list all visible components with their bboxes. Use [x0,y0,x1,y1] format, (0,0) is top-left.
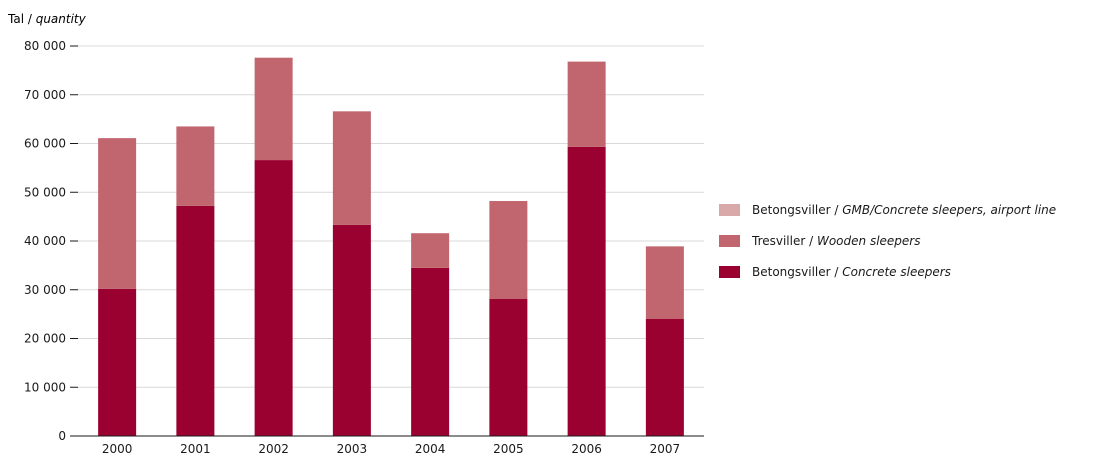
bar-segment [254,57,293,161]
y-tick-label: 40 000 [24,234,66,248]
bar-segment [489,201,528,300]
y-axis-title: Tal / quantity [7,12,87,26]
legend-swatch [719,235,740,247]
gridlines [78,45,704,388]
x-tick-label: 2002 [258,442,289,455]
y-tick-label: 50 000 [24,185,66,199]
bar-segment [567,146,606,436]
bar-segment [254,160,293,436]
y-tick-label: 30 000 [24,283,66,297]
y-tick-label: 60 000 [24,137,66,151]
bar-segment [176,126,215,206]
y-axis-ticks: 0 10 000 20 000 30 000 40 000 50 000 60 000 70 … [24,39,78,443]
x-tick-label: 2007 [650,442,681,455]
x-tick-label: 2006 [571,442,602,455]
y-tick-label: 0 [58,429,66,443]
x-tick-label: 2000 [102,442,133,455]
legend-label: Betongsviller / Concrete sleepers [752,265,951,279]
x-axis-ticks: 2000 2001 2002 2003 2004 2005 2006 2007 [102,442,680,455]
bar-segment [332,224,371,436]
legend-label: Tresviller / Wooden sleepers [751,234,920,248]
legend-label: Betongsviller / GMB/Concrete sleepers, a… [752,203,1056,217]
bar-segment [332,111,371,225]
bar-segment [411,267,450,436]
bar-segment [489,299,528,436]
y-tick-label: 10 000 [24,380,66,394]
y-tick-label: 80 000 [24,39,66,53]
bar-segment [645,319,684,436]
x-tick-label: 2003 [337,442,368,455]
bar-segment [176,205,215,436]
bar-segment [567,61,606,147]
x-tick-label: 2005 [493,442,524,455]
bar-segment [98,288,137,436]
x-tick-label: 2001 [180,442,211,455]
bar-segment [645,246,684,319]
x-tick-label: 2004 [415,442,446,455]
y-tick-label: 70 000 [24,88,66,102]
legend-swatch [719,266,740,278]
bar-segment [411,233,450,268]
legend-swatch [719,204,740,216]
bars [98,57,684,436]
bar-segment [98,138,137,289]
legend: Betongsviller / GMB/Concrete sleepers, a… [719,203,1056,279]
y-tick-label: 20 000 [24,332,66,346]
